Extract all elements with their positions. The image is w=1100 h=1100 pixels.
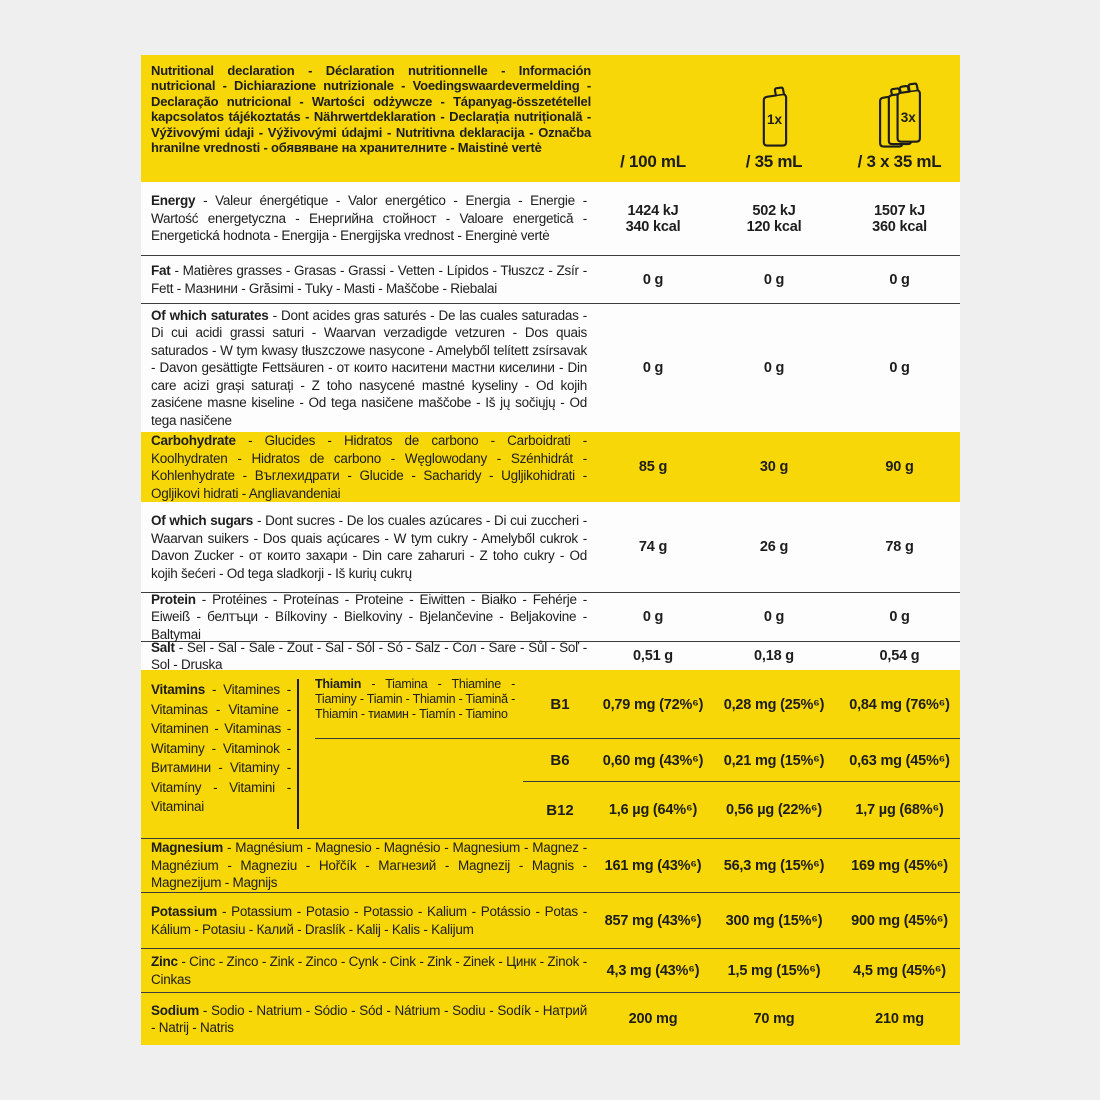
value-per-3x35ml: 78 g [885,539,914,555]
value-per-3x35ml: 0 g [889,271,910,288]
value-per-35ml: 0,28 mg (25%⁶) [723,696,825,713]
value-per-35ml: 502 kJ 120 kcal [746,202,802,235]
value-per-35ml: 0,56 µg (22%⁶) [725,802,823,818]
row-vitamin-b1: Thiamin - Tiamina - Thiamine - Tiaminy -… [299,670,960,739]
value-per-35ml: 26 g [759,539,789,555]
value-per-100ml: 4,3 mg (43%⁶) [606,962,700,979]
value-per-35ml: 0 g [763,271,785,288]
value-per-100ml: 0 g [642,609,664,625]
row-label: Energy - Valeur énergétique - Valor ener… [151,193,587,244]
value-per-100ml: 85 g [638,459,668,475]
value-per-3x35ml: 4,5 mg (45%⁶) [853,962,946,979]
value-per-3x35ml: 0 g [889,360,910,376]
row-zinc: Zinc - Cinc - Zinco - Zink - Zinco - Cyn… [141,948,960,992]
value-per-35ml: 0,21 mg (15%⁶) [723,752,825,769]
value-per-3x35ml: 1507 kJ 360 kcal [872,202,927,235]
row-label: Of which sugars - Dont sucres - De los c… [151,513,587,581]
value-per-3x35ml: 900 mg (45%⁶) [851,912,948,929]
table-title: Nutritional declaration - Déclaration nu… [151,63,591,156]
value-per-100ml: 0,60 mg (43%⁶) [602,752,704,769]
row-vitamins: Vitamins - Vitamines - Vitaminas - Vitam… [141,670,960,838]
value-per-100ml: 0 g [642,271,664,288]
value-per-3x35ml: 0,63 mg (45%⁶) [849,752,950,769]
value-per-3x35ml: 0,84 mg (76%⁶) [849,696,950,713]
vitamin-code: B1 [550,696,570,713]
value-per-100ml: 200 mg [628,1011,678,1027]
value-per-35ml: 0,18 g [754,648,794,664]
row-label: Magnesium - Magnésium - Magnesio - Magné… [151,840,587,891]
row-label: Of which saturates - Dont acides gras sa… [151,307,587,428]
vitamins-divider [297,679,299,829]
value-per-35ml: 0 g [763,360,785,376]
row-protein: Protein - Protéines - Proteínas - Protei… [141,592,960,642]
value-per-100ml: 0 g [642,360,664,376]
vitamin-code: B6 [550,752,570,769]
table-header: Nutritional declaration - Déclaration nu… [141,55,960,182]
column-header-per-100ml: / 100 mL [597,55,709,182]
thiamin-label: Thiamin - Tiamina - Thiamine - Tiaminy -… [315,677,515,721]
value-per-35ml: 56,3 mg (15%⁶) [723,857,825,874]
column-label-35ml: / 35 mL [745,152,803,171]
row-energy: Energy - Valeur énergétique - Valor ener… [141,182,960,255]
vitamins-subtable: Thiamin - Tiamina - Thiamine - Tiaminy -… [299,670,960,838]
row-vitamin-b12: B12 1,6 µg (64%⁶) 0,56 µg (22%⁶) 1,7 µg … [299,782,960,838]
value-per-3x35ml: 210 mg [875,1011,924,1027]
row-label: Carbohydrate - Glucides - Hidratos de ca… [151,433,587,501]
column-label-100ml: / 100 mL [620,152,686,171]
row-sodium: Sodium - Sodio - Natrium - Sódio - Sód -… [141,992,960,1045]
nutrition-table: Nutritional declaration - Déclaration nu… [141,55,960,1045]
value-per-100ml: 857 mg (43%⁶) [604,912,702,929]
row-saturates: Of which saturates - Dont acides gras sa… [141,303,960,432]
value-per-3x35ml: 0 g [889,609,910,625]
value-per-35ml: 1,5 mg (15%⁶) [727,962,821,979]
gel-3x-badge: 3x [900,110,916,125]
row-sugars: Of which sugars - Dont sucres - De los c… [141,502,960,592]
value-per-3x35ml: 90 g [885,459,914,475]
value-per-3x35ml: 1,7 µg (68%⁶) [855,802,944,818]
gel-sachet-1x-icon: 1x [762,86,788,147]
row-label: Fat - Matières grasses - Grasas - Grassi… [151,263,587,296]
gel-sachet-3x-icon: 3x [878,82,921,148]
value-per-35ml: 0 g [763,609,785,625]
vitamin-code: B12 [546,801,574,819]
row-label: Salt - Sel - Sal - Sale - Zout - Sal - S… [151,639,587,673]
value-per-35ml: 30 g [759,459,789,475]
row-fat: Fat - Matières grasses - Grasas - Grassi… [141,255,960,303]
value-per-3x35ml: 169 mg (45%⁶) [851,857,948,874]
row-magnesium: Magnesium - Magnésium - Magnesio - Magné… [141,838,960,892]
row-salt: Salt - Sel - Sal - Sale - Zout - Sal - S… [141,640,960,672]
row-label: Protein - Protéines - Proteínas - Protei… [151,591,587,642]
row-label: Zinc - Cinc - Zinco - Zink - Zinco - Cyn… [151,954,587,987]
row-carbohydrate: Carbohydrate - Glucides - Hidratos de ca… [141,432,960,502]
value-per-100ml: 0,79 mg (72%⁶) [602,696,704,713]
column-header-per-35ml: 1x / 35 mL [709,55,839,182]
row-label: Potassium - Potassium - Potasio - Potass… [151,904,587,937]
value-per-3x35ml: 0,54 g [879,648,920,664]
value-per-100ml: 1,6 µg (64%⁶) [608,802,698,818]
value-per-100ml: 1424 kJ 340 kcal [625,202,681,235]
row-label: Sodium - Sodio - Natrium - Sódio - Sód -… [151,1002,587,1036]
row-vitamin-b6: B6 0,60 mg (43%⁶) 0,21 mg (15%⁶) 0,63 mg… [299,739,960,782]
value-per-100ml: 0,51 g [633,648,673,664]
row-potassium: Potassium - Potassium - Potasio - Potass… [141,892,960,948]
gel-1x-badge: 1x [767,112,783,127]
value-per-100ml: 74 g [638,539,668,555]
column-header-per-3x35ml: 3x / 3 x 35 mL [839,55,960,182]
column-label-3x35ml: / 3 x 35 mL [857,152,942,171]
vitamins-group-label: Vitamins - Vitamines - Vitaminas - Vitam… [151,682,291,814]
value-per-35ml: 300 mg (15%⁶) [725,912,823,929]
value-per-100ml: 161 mg (43%⁶) [604,857,702,874]
value-per-35ml: 70 mg [753,1011,795,1027]
